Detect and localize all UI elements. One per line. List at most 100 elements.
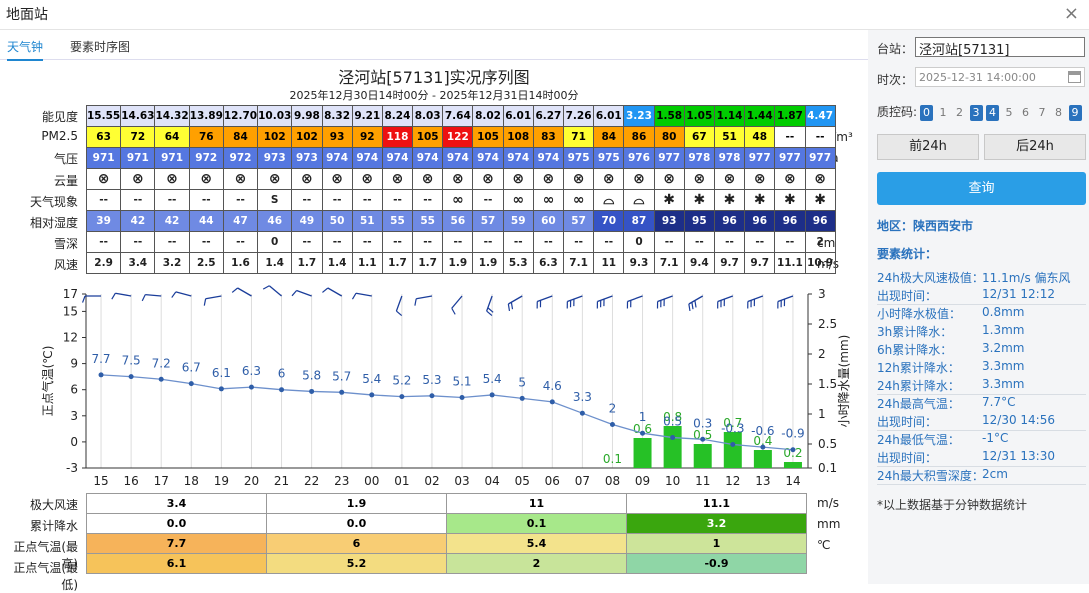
temperature-point [249,385,254,390]
temperature-label: 4.6 [543,379,562,393]
y-tick-label: 3 [70,409,78,423]
grid-cell: 57 [473,211,503,232]
summary-row-unit: m/s [817,496,839,510]
summary-cell: 0.0 [87,514,267,534]
x-tick-label: 17 [154,474,169,488]
qc-code-1[interactable]: 1 [937,105,950,121]
temperature-point [279,387,284,392]
wind-barb-feather [452,308,455,314]
wind-barb-feather [396,311,401,316]
grid-cell: ⊗ [654,169,684,190]
stat-value: 12/31 13:30 [982,449,1055,463]
wind-barb-feather [415,299,416,306]
next-24h-button[interactable]: 后24h [984,134,1086,160]
grid-cell: ⊗ [322,169,352,190]
grid-cell: 39 [87,211,121,232]
close-icon[interactable]: × [1064,3,1079,24]
grid-cell: 978 [714,148,744,169]
stat-key: 24h累计降水： [877,377,960,394]
qc-code-8[interactable]: 8 [1052,105,1065,121]
qc-code-7[interactable]: 7 [1036,105,1049,121]
grid-cell: 974 [382,148,412,169]
grid-cell: 974 [322,148,352,169]
grid-cell: 56 [443,211,473,232]
grid-cell: 1.4 [322,253,352,274]
grid-cell: 0 [624,232,654,253]
qc-code-3[interactable]: 3 [970,105,983,121]
temperature-point [99,372,104,377]
grid-cell: 9.98 [292,106,322,127]
grid-cell: ⊗ [503,169,533,190]
grid-cell: ⊗ [473,169,503,190]
grid-cell: 10.03 [258,106,292,127]
tab-bar: 天气钟 要素时序图 [0,30,868,60]
grid-cell: ⊗ [189,169,223,190]
grid-cell: S [258,190,292,211]
stat-value: 7.7°C [982,395,1015,409]
x-tick-label: 13 [755,474,770,488]
temperature-point [339,390,344,395]
grid-cell: ⊗ [684,169,714,190]
grid-cell: 96 [714,211,744,232]
qc-code-6[interactable]: 6 [1019,105,1032,121]
qc-code-5[interactable]: 5 [1003,105,1016,121]
wind-barb-feather [83,296,85,303]
calendar-icon[interactable] [1068,71,1081,83]
grid-cell: 972 [189,148,223,169]
grid-cell: 974 [443,148,473,169]
wind-barb-feather [172,292,176,298]
grid-cell: -- [121,190,155,211]
stat-key: 小时降水极值： [877,305,961,322]
wind-barb [718,296,733,301]
wind-barb [176,292,191,296]
grid-cell: 93 [654,211,684,232]
qc-code-9[interactable]: 9 [1069,105,1082,121]
grid-cell: 7.1 [654,253,684,274]
y2-tick-label: 2 [818,347,826,361]
qc-code-4[interactable]: 4 [986,105,999,121]
prev-24h-button[interactable]: 前24h [877,134,979,160]
grid-cell: -- [352,190,382,211]
wind-barb [537,296,552,301]
grid-cell: 84 [223,127,257,148]
grid-row-label: 能见度 [0,108,78,125]
stats-title: 要素统计： [877,245,937,262]
query-button[interactable]: 查询 [877,172,1086,205]
grid-cell: 51 [352,211,382,232]
precip-bar [724,432,742,468]
stat-divider [877,484,1086,485]
temperature-point [309,389,314,394]
grid-cell: -- [413,232,443,253]
grid-cell: ⊗ [624,169,654,190]
time-input[interactable]: 2025-12-31 14:00:00 [915,67,1085,87]
qc-code-0[interactable]: 0 [920,105,933,121]
temperature-label: 6.1 [212,366,231,380]
grid-cell: -- [775,232,805,253]
station-input[interactable]: 泾河站[57131] [915,37,1085,57]
temperature-point [580,411,585,416]
temperature-label: -0.9 [781,427,804,441]
y2-tick-label: 0.5 [818,437,837,451]
tab-element-timeseries[interactable]: 要素时序图 [70,38,130,55]
grid-cell: 977 [654,148,684,169]
temperature-label: 7.2 [152,356,171,370]
grid-cell: 0 [258,232,292,253]
grid-cell: 96 [745,211,775,232]
qc-code-2[interactable]: 2 [953,105,966,121]
summary-cell: 2 [447,554,627,574]
grid-cell: 971 [87,148,121,169]
grid-cell: 1.14 [714,106,744,127]
grid-cell: 1.44 [745,106,775,127]
grid-cell: ✱ [745,190,775,211]
grid-cell: ⊗ [352,169,382,190]
temperature-precip-chart: 1715129630-332.521.510.50.1正点气温(℃)小时降水量(… [0,285,868,493]
tab-weather-clock[interactable]: 天气钟 [7,38,43,61]
wind-barb [115,293,131,296]
x-tick-label: 06 [545,474,560,488]
temperature-point [460,395,465,400]
grid-cell: ⊗ [714,169,744,190]
temperature-point [550,399,555,404]
grid-cell: 12.70 [223,106,257,127]
